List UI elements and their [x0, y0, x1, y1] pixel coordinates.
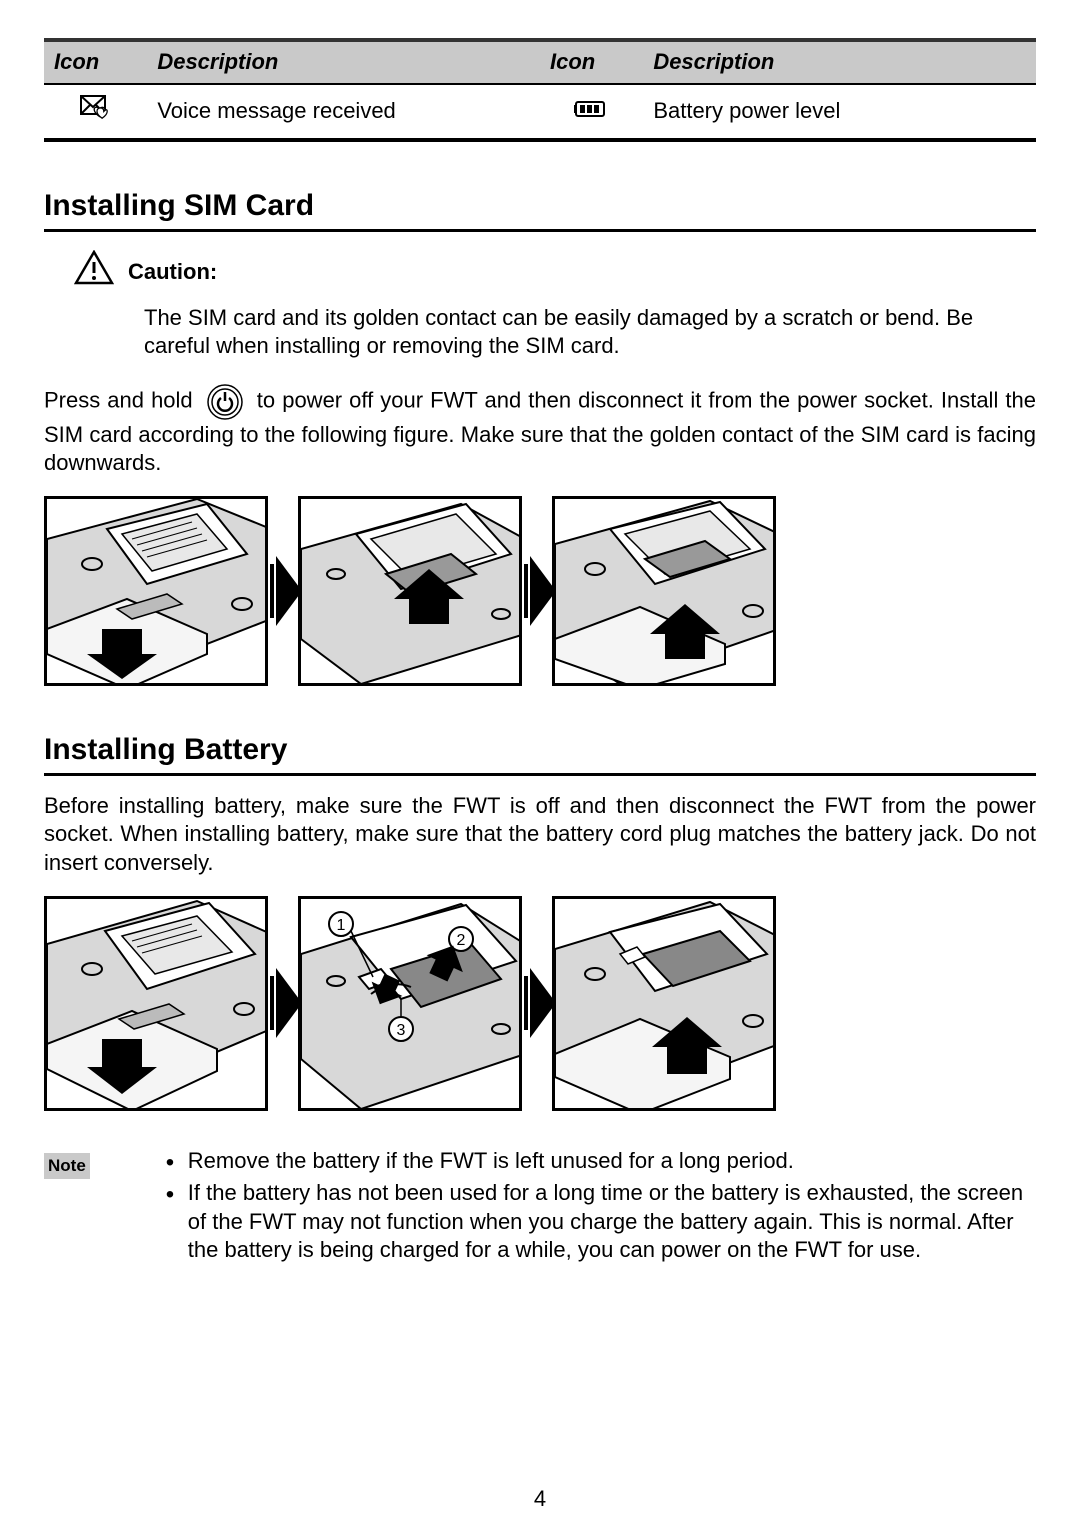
instr-after: to power off your FWT and then disconnec… — [44, 388, 1036, 476]
battery-step-2: 1 2 3 — [298, 896, 522, 1111]
battery-icon — [574, 97, 610, 126]
sim-diagram — [44, 496, 1036, 686]
icon-table: Icon Description Icon Description V — [44, 38, 1036, 142]
note-label: Note — [44, 1153, 90, 1179]
arrow-icon — [264, 556, 302, 626]
arrow-icon — [264, 968, 302, 1038]
svg-text:3: 3 — [397, 1022, 406, 1039]
svg-text:2: 2 — [457, 932, 466, 949]
heading-battery: Installing Battery — [44, 730, 1036, 776]
th-icon-2: Icon — [540, 40, 643, 84]
note-block: Note Remove the battery if the FWT is le… — [44, 1147, 1036, 1269]
desc-battery: Battery power level — [643, 84, 1036, 141]
svg-text:1: 1 — [337, 917, 346, 934]
caution-label: Caution: — [128, 258, 217, 287]
caution-icon — [74, 250, 114, 294]
voicemail-icon — [80, 95, 112, 129]
note-item: If the battery has not been used for a l… — [166, 1179, 1036, 1265]
battery-diagram: 1 2 3 — [44, 896, 1036, 1111]
sim-step-2 — [298, 496, 522, 686]
page-number: 4 — [0, 1485, 1080, 1514]
heading-sim: Installing SIM Card — [44, 186, 1036, 232]
caution-text: The SIM card and its golden contact can … — [144, 304, 1036, 361]
battery-instructions: Before installing battery, make sure the… — [44, 792, 1036, 878]
th-desc-2: Description — [643, 40, 1036, 84]
th-desc-1: Description — [147, 40, 540, 84]
desc-voicemail: Voice message received — [147, 84, 540, 141]
sim-step-1 — [44, 496, 268, 686]
note-item: Remove the battery if the FWT is left un… — [166, 1147, 1036, 1176]
sim-step-3 — [552, 496, 776, 686]
arrow-icon — [518, 968, 556, 1038]
th-icon-1: Icon — [44, 40, 147, 84]
sim-instructions: Press and hold to power off your FWT and… — [44, 383, 1036, 478]
battery-step-1 — [44, 896, 268, 1111]
arrow-icon — [518, 556, 556, 626]
instr-before: Press and hold — [44, 388, 193, 413]
battery-step-3 — [552, 896, 776, 1111]
